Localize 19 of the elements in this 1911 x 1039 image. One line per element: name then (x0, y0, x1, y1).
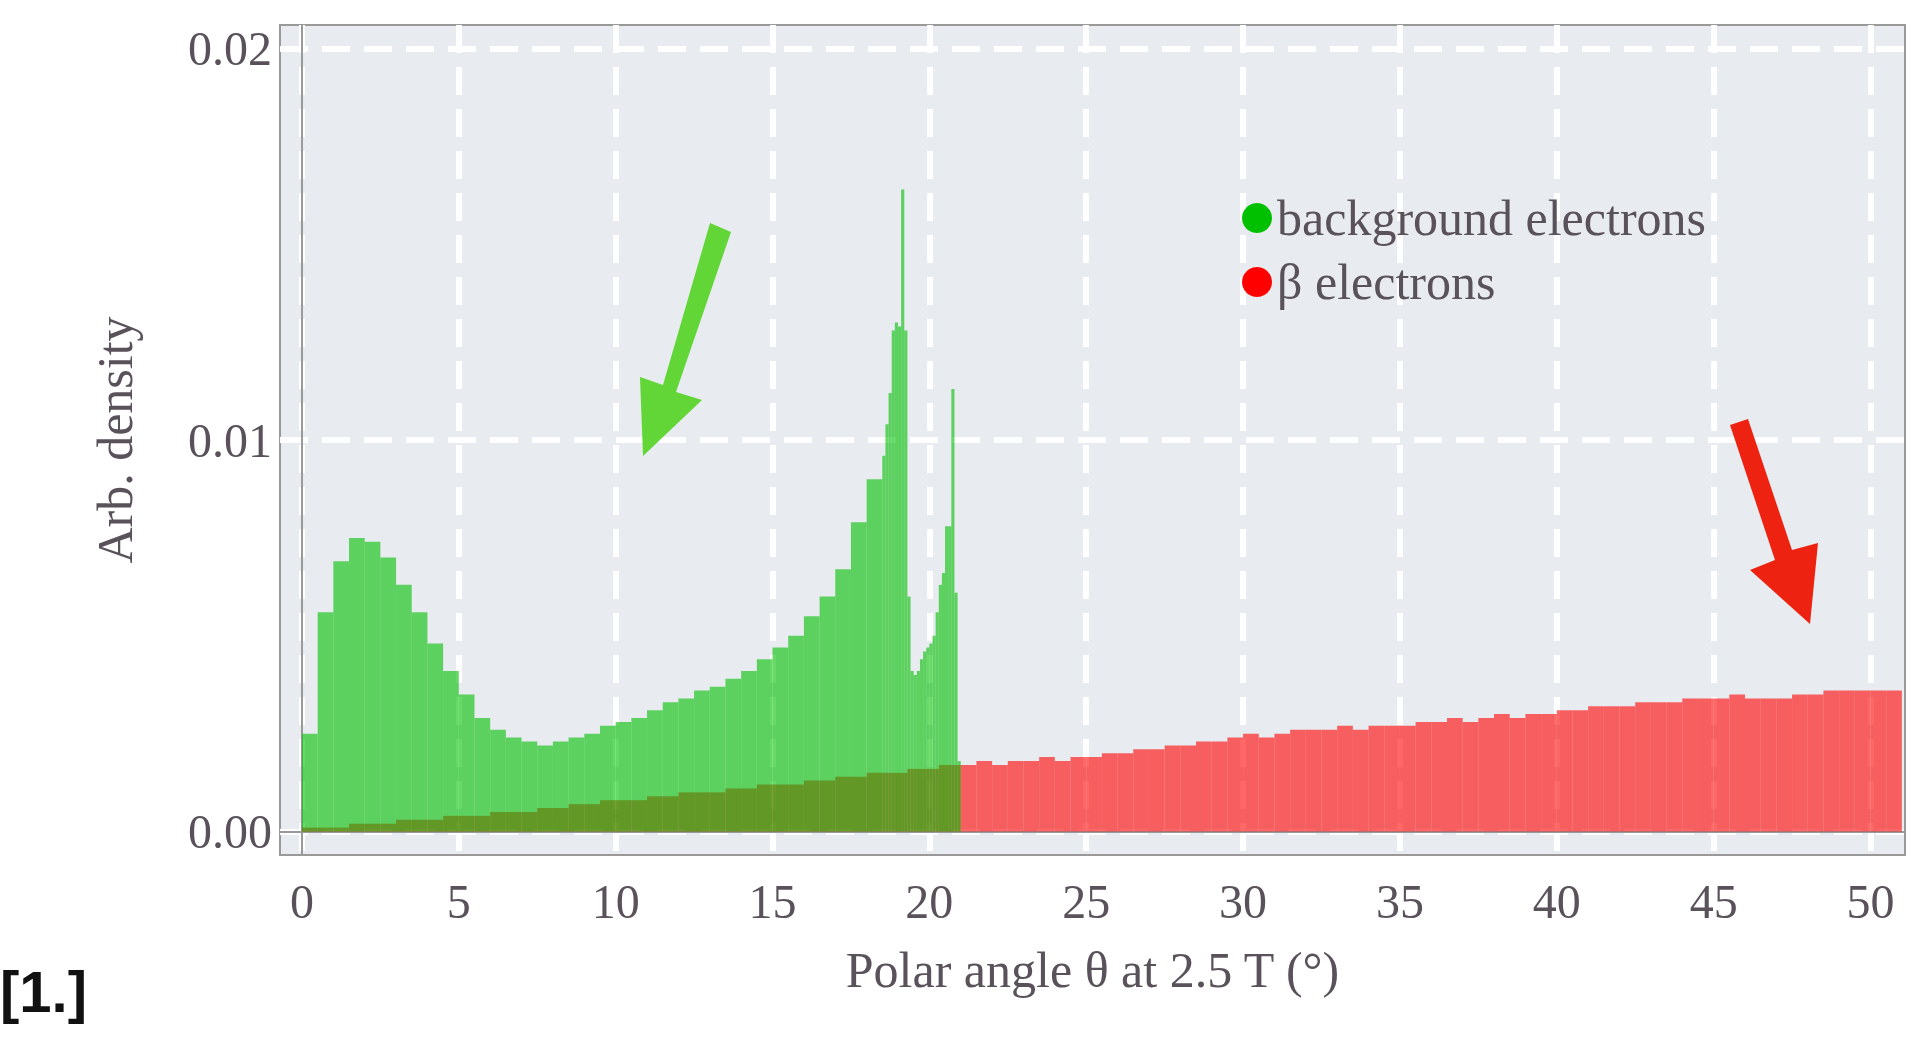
x-tick-label: 25 (1062, 874, 1111, 928)
x-tick-label: 10 (591, 874, 640, 928)
x-tick-label: 0 (289, 874, 314, 928)
x-tick-label: 20 (905, 874, 954, 928)
y-tick-label: 0.01 (188, 413, 272, 467)
x-tick-label: 35 (1375, 874, 1424, 928)
legend-label: background electrons (1277, 190, 1707, 246)
legend-label: β electrons (1277, 254, 1496, 310)
x-tick-label: 15 (748, 874, 797, 928)
x-tick-label: 30 (1219, 874, 1268, 928)
y-tick-label: 0.02 (188, 21, 272, 75)
x-axis-title: Polar angle θ at 2.5 T (°) (845, 942, 1340, 998)
y-tick-label: 0.00 (188, 805, 272, 859)
y-axis-title: Arb. density (87, 316, 143, 564)
x-tick-label: 40 (1532, 874, 1581, 928)
x-tick-label: 5 (446, 874, 471, 928)
x-tick-label: 45 (1689, 874, 1738, 928)
x-tick-label: 50 (1846, 874, 1895, 928)
text: [1.] (0, 958, 87, 1025)
